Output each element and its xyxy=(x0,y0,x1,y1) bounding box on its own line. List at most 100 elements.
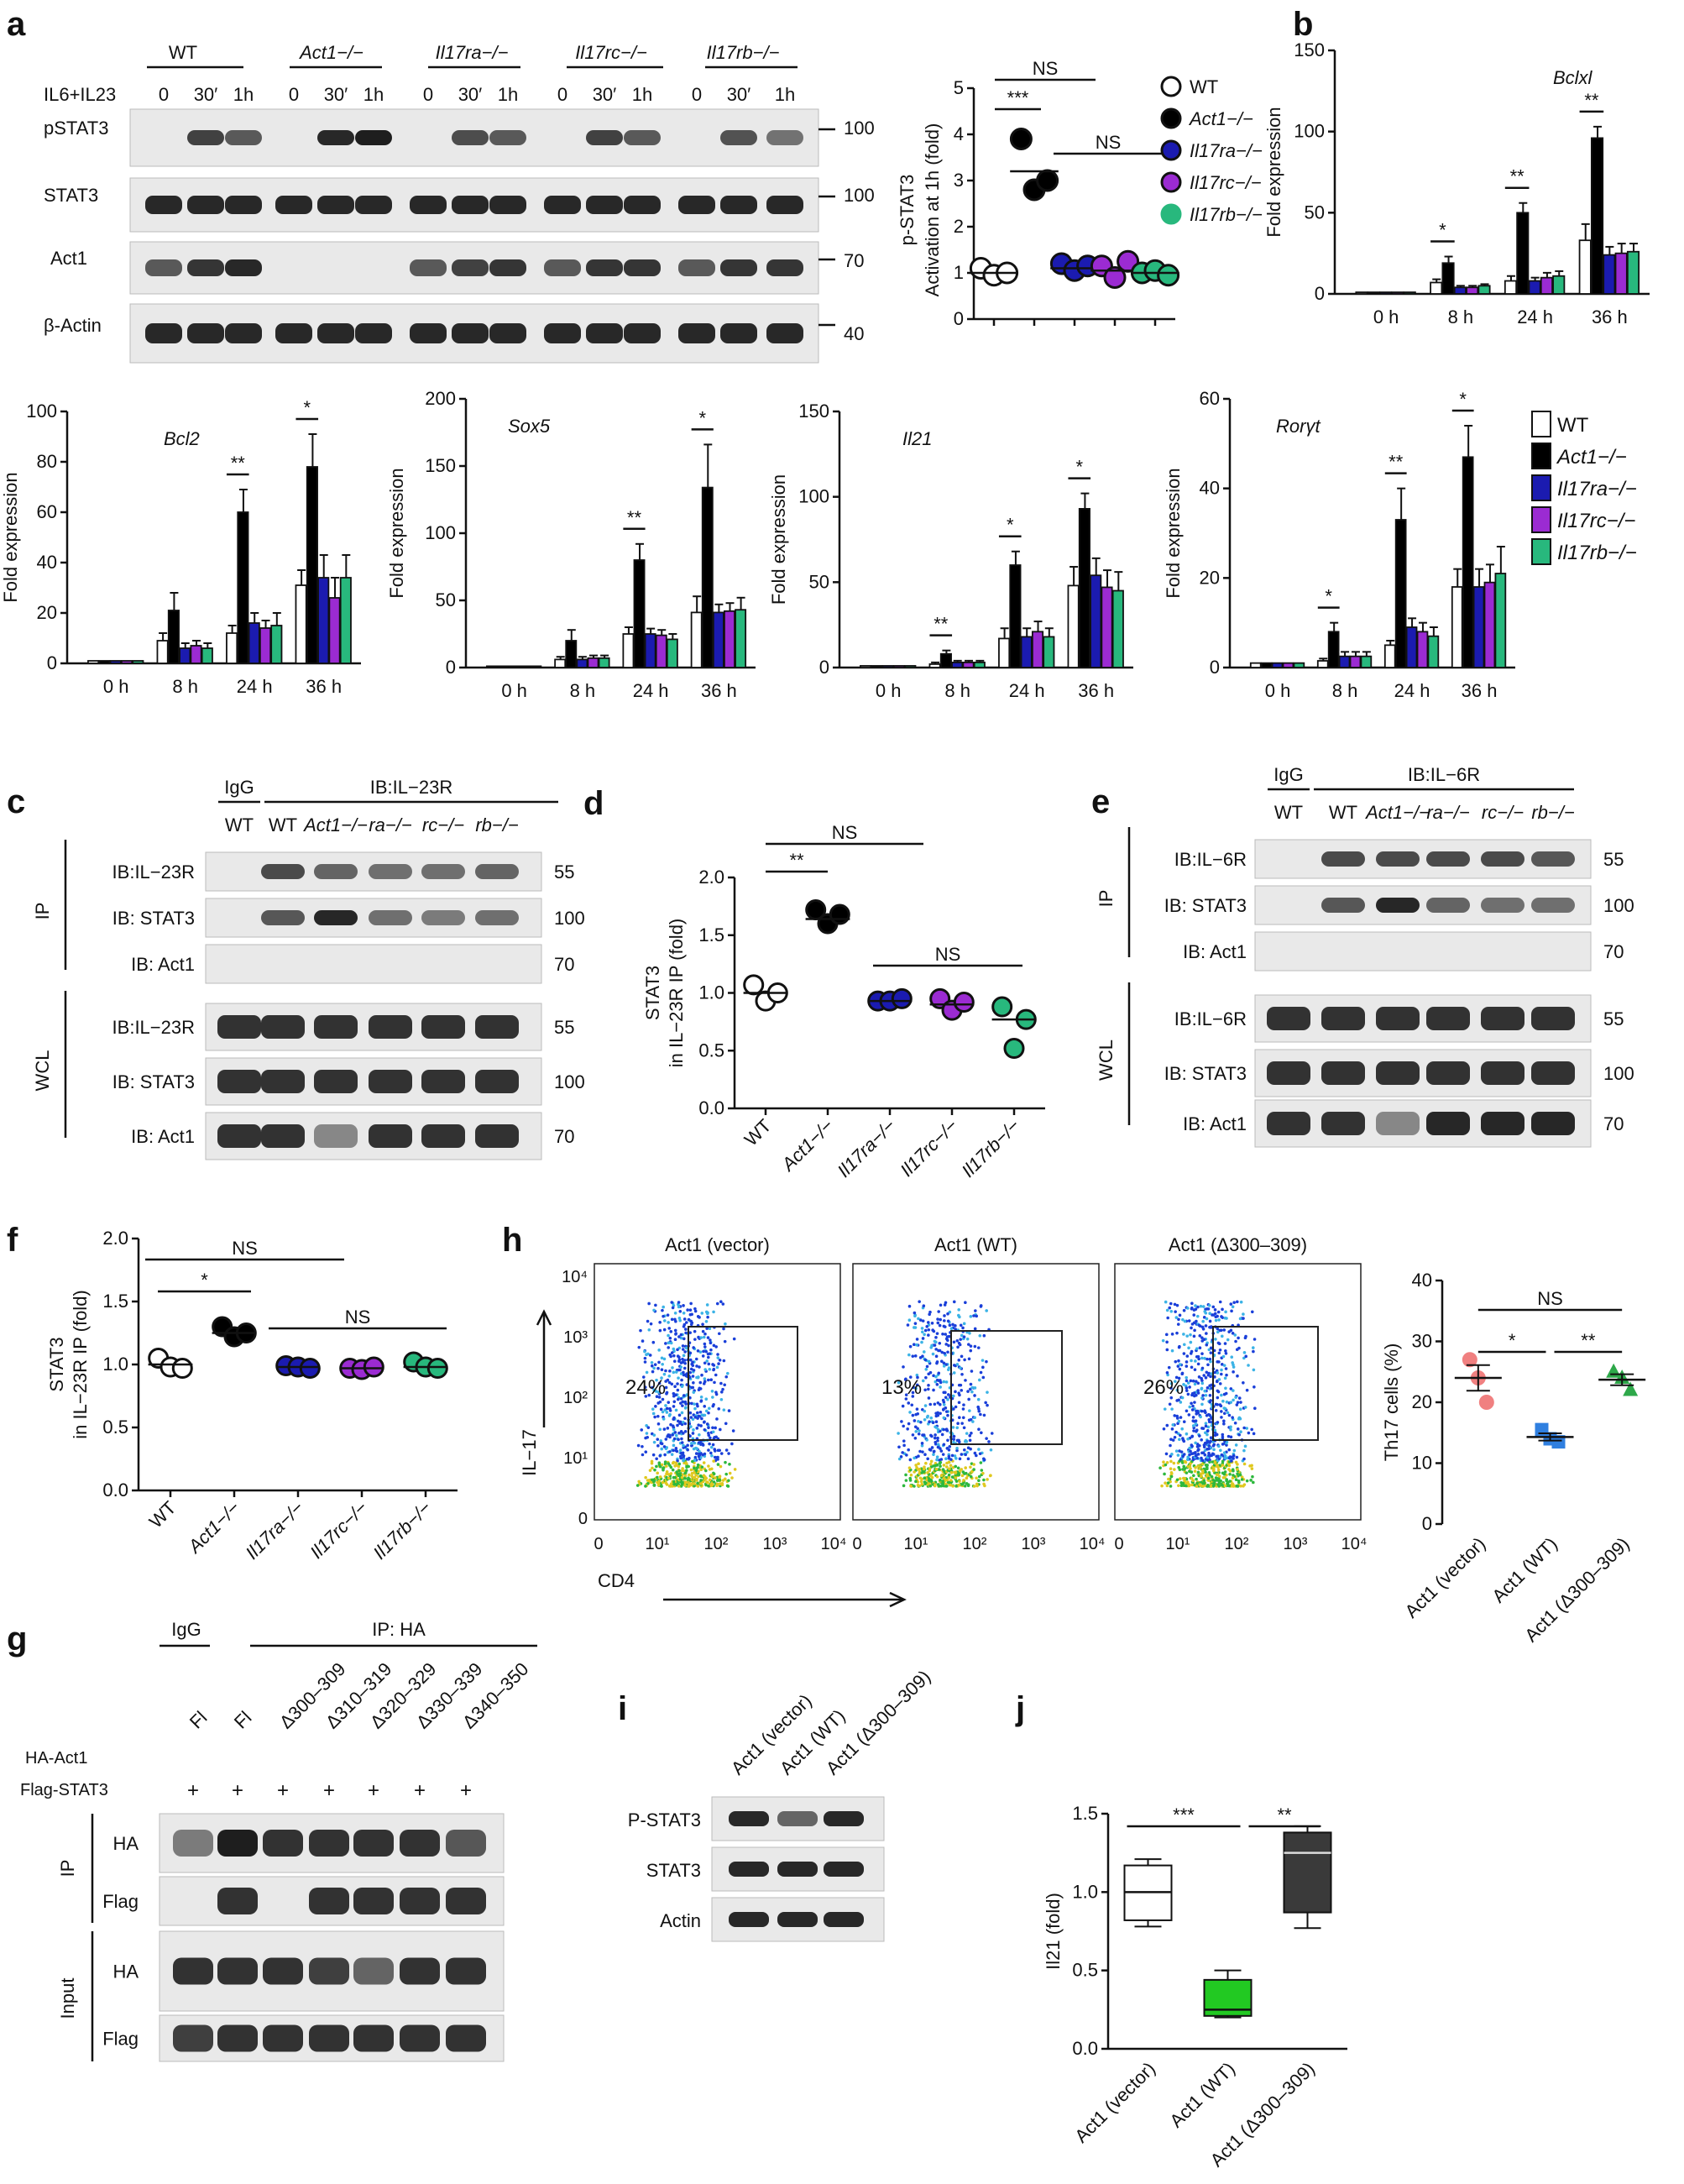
flow-event xyxy=(677,1335,681,1338)
time-label: 0 xyxy=(159,84,169,105)
flow-event xyxy=(665,1392,668,1396)
ylabel: STAT3 xyxy=(642,966,663,1020)
flow-event xyxy=(670,1317,674,1322)
flow-event xyxy=(1164,1333,1169,1337)
flow-event xyxy=(714,1476,717,1480)
flow-event xyxy=(692,1369,696,1372)
flow-event xyxy=(1207,1417,1211,1422)
flow-event xyxy=(966,1390,970,1393)
flow-event xyxy=(690,1474,694,1478)
flow-event xyxy=(679,1456,682,1460)
y-tick-label: 60 xyxy=(37,501,57,522)
flow-event xyxy=(1169,1309,1174,1313)
flow-event xyxy=(946,1438,949,1443)
flow-event xyxy=(1182,1468,1186,1471)
flow-event xyxy=(1201,1427,1205,1430)
blot-membrane xyxy=(1254,839,1592,879)
blot-band xyxy=(766,259,803,276)
flow-event xyxy=(1169,1396,1174,1400)
flow-event xyxy=(1198,1346,1202,1350)
blot-band xyxy=(217,1015,261,1039)
flow-event xyxy=(670,1301,674,1304)
flow-event xyxy=(714,1392,719,1396)
panel-a-group-labels: WT Act1−/− Il17ra−/− Il17rc−/− Il17rb−/− xyxy=(147,42,798,69)
flow-event xyxy=(711,1396,714,1399)
blot-band xyxy=(369,1124,412,1148)
blot-band xyxy=(145,196,182,214)
panel-d-letter: d xyxy=(583,785,604,822)
flow-event xyxy=(1222,1364,1226,1367)
flow-event xyxy=(662,1417,666,1421)
blot-band xyxy=(369,864,412,879)
flow-event xyxy=(932,1388,935,1392)
blot-band xyxy=(1481,1007,1524,1030)
flow-event xyxy=(1209,1359,1212,1364)
flow-event xyxy=(694,1357,698,1361)
y-tick-label: 100 xyxy=(798,486,829,507)
bar xyxy=(201,647,213,664)
flow-event xyxy=(1194,1441,1197,1445)
flow-event xyxy=(676,1354,680,1358)
flow-event xyxy=(1217,1378,1221,1381)
flow-event xyxy=(704,1319,709,1323)
flow-event xyxy=(1209,1439,1212,1443)
blot-band xyxy=(729,1811,769,1826)
flow-event xyxy=(1234,1396,1237,1399)
flow-event xyxy=(706,1378,710,1382)
flow-event xyxy=(922,1467,926,1471)
flow-event xyxy=(1200,1469,1205,1473)
bar xyxy=(1427,635,1440,668)
legend-label: Il17ra−/− xyxy=(1557,478,1637,500)
flow-event xyxy=(1232,1389,1235,1392)
flow-event xyxy=(911,1433,915,1437)
flow-event xyxy=(942,1427,945,1432)
bar xyxy=(735,609,747,668)
flow-event xyxy=(667,1476,671,1480)
flow-event xyxy=(1237,1396,1242,1400)
flow-event xyxy=(928,1469,932,1473)
flow-event xyxy=(1205,1473,1210,1476)
blot-row-label: IB:IL−23R xyxy=(112,862,195,883)
chart-title: Bcl2 xyxy=(164,428,200,449)
bar xyxy=(1504,280,1518,295)
flow-event xyxy=(1191,1404,1195,1408)
flow-event xyxy=(1192,1308,1196,1312)
flow-event xyxy=(1234,1443,1238,1447)
flow-event xyxy=(925,1416,929,1419)
blot-band xyxy=(1376,898,1420,913)
flow-event xyxy=(945,1447,949,1450)
flow-event xyxy=(698,1474,703,1478)
bar xyxy=(1394,519,1407,668)
flow-event xyxy=(706,1336,710,1339)
y-tick-label: 0 xyxy=(446,657,456,678)
flow-event xyxy=(985,1437,988,1440)
flow-event xyxy=(649,1322,653,1326)
blot-band xyxy=(261,1124,305,1148)
flow-event xyxy=(899,1455,903,1459)
blot-band xyxy=(1426,851,1470,867)
lane-label: WT xyxy=(269,814,297,835)
flow-event xyxy=(981,1471,985,1475)
flow-event xyxy=(713,1436,716,1439)
flow-event xyxy=(699,1468,703,1472)
blot-row-label: IB:IL−6R xyxy=(1174,1008,1247,1029)
flow-event xyxy=(637,1480,641,1484)
flow-event xyxy=(1221,1354,1226,1359)
flow-event xyxy=(1202,1316,1206,1319)
flow-event xyxy=(1243,1444,1247,1448)
blot-header: IgG xyxy=(171,1619,201,1640)
flow-event xyxy=(683,1483,688,1487)
flow-event xyxy=(977,1407,981,1411)
flow-event xyxy=(692,1346,695,1349)
flow-event xyxy=(904,1479,908,1482)
flow-event xyxy=(1188,1385,1191,1389)
flow-event xyxy=(918,1467,922,1471)
ylabel: IL−17 xyxy=(519,1429,540,1476)
flow-event xyxy=(1252,1368,1256,1372)
flow-event xyxy=(927,1396,931,1400)
mw-label: 55 xyxy=(554,862,574,883)
flow-event xyxy=(658,1400,662,1404)
flow-event xyxy=(688,1473,691,1477)
data-point xyxy=(1036,169,1059,192)
